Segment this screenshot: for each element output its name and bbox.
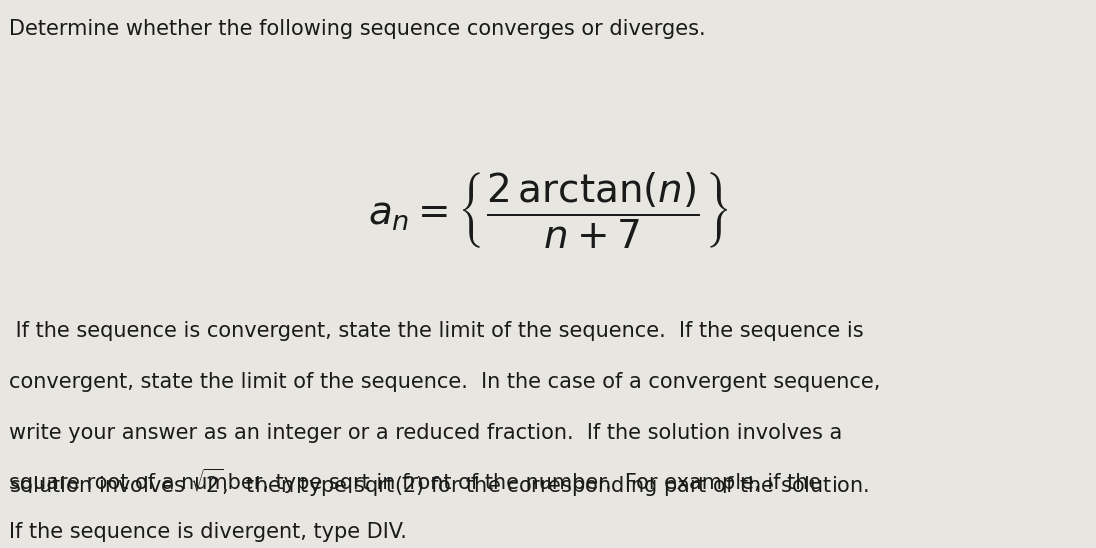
Text: If the sequence is convergent, state the limit of the sequence.  If the sequence: If the sequence is convergent, state the…	[9, 321, 864, 340]
Text: solution involves $\sqrt{2},$  then type sqrt(2) for the corresponding part of t: solution involves $\sqrt{2},$ then type …	[9, 467, 869, 499]
Text: $a_n = \left\{ \dfrac{2\,\mathrm{arctan}(n)}{n + 7} \right\}$: $a_n = \left\{ \dfrac{2\,\mathrm{arctan}…	[368, 171, 728, 251]
Text: Determine whether the following sequence converges or diverges.: Determine whether the following sequence…	[9, 19, 706, 39]
Text: square root of a number, type sqrt in front of the number.  For example, if the: square root of a number, type sqrt in fr…	[9, 473, 821, 493]
Text: If the sequence is divergent, type DIV.: If the sequence is divergent, type DIV.	[9, 522, 407, 541]
Text: convergent, state the limit of the sequence.  In the case of a convergent sequen: convergent, state the limit of the seque…	[9, 372, 880, 391]
Text: write your answer as an integer or a reduced fraction.  If the solution involves: write your answer as an integer or a red…	[9, 423, 842, 442]
